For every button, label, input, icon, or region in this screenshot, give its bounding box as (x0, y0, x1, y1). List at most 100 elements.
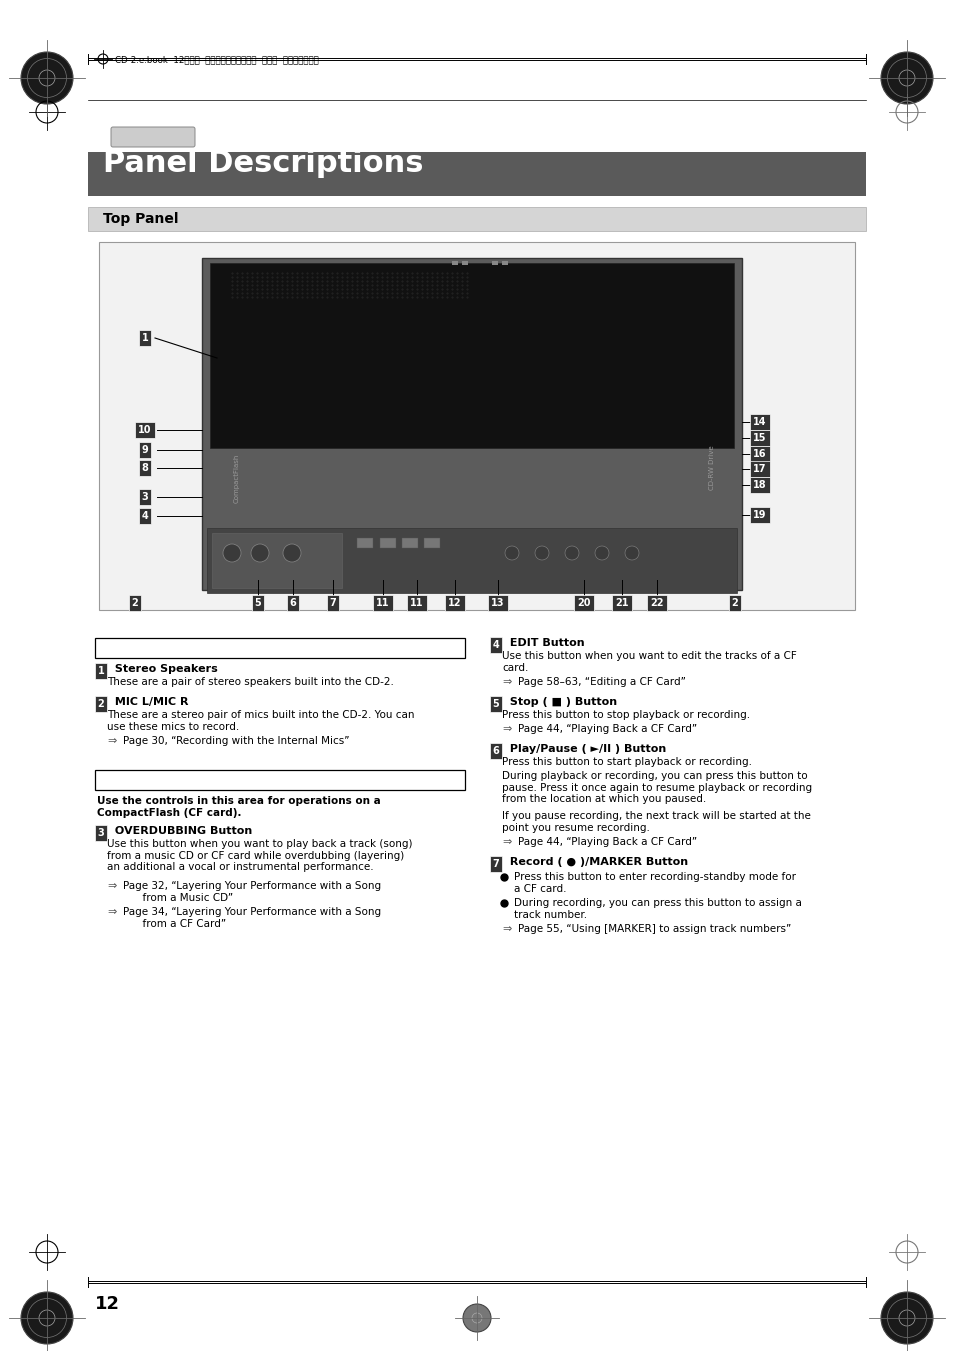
Text: Stop ( ■ ) Button: Stop ( ■ ) Button (505, 697, 617, 707)
Text: Press this button to start playback or recording.: Press this button to start playback or r… (501, 757, 751, 767)
Text: 9: 9 (141, 444, 149, 455)
Text: Page 44, “Playing Back a CF Card”: Page 44, “Playing Back a CF Card” (517, 724, 697, 734)
Text: Panel Descriptions: Panel Descriptions (103, 149, 423, 177)
Bar (88, 207, 865, 231)
Text: 10: 10 (138, 426, 152, 435)
Bar (210, 263, 733, 449)
Text: ⇒: ⇒ (501, 724, 511, 734)
Text: 13: 13 (491, 598, 504, 608)
Bar (88, 153, 865, 196)
Text: 14: 14 (753, 417, 766, 427)
Circle shape (223, 544, 241, 562)
Bar (452, 261, 457, 265)
Text: 2: 2 (97, 698, 104, 709)
FancyBboxPatch shape (111, 127, 194, 147)
Text: ⇒: ⇒ (501, 838, 511, 847)
Text: 5: 5 (254, 598, 261, 608)
Text: Stereo Speakers: Stereo Speakers (111, 663, 217, 674)
Bar (401, 538, 417, 549)
Text: 3: 3 (141, 492, 149, 503)
Circle shape (462, 1304, 491, 1332)
Text: 7: 7 (330, 598, 336, 608)
Text: CD-2: CD-2 (441, 413, 501, 434)
Text: These are a pair of stereo speakers built into the CD-2.: These are a pair of stereo speakers buil… (107, 677, 394, 688)
Bar (95, 638, 464, 658)
Text: Page 30, “Recording with the Internal Mics”: Page 30, “Recording with the Internal Mi… (123, 736, 349, 746)
Text: CD-2.e.book  12ページ  ２００５年２月２０日  日曜日  午後４時２８分: CD-2.e.book 12ページ ２００５年２月２０日 日曜日 午後４時２８分 (115, 55, 318, 63)
Bar (461, 261, 468, 265)
Text: CD-RW Drive: CD-RW Drive (708, 446, 714, 490)
Text: Introduction: Introduction (119, 132, 187, 143)
Text: MIC L/MIC R: MIC L/MIC R (111, 697, 189, 707)
Text: Top Panel: Top Panel (103, 212, 178, 226)
Text: 17: 17 (753, 463, 766, 474)
Circle shape (21, 1292, 73, 1344)
Text: 4: 4 (492, 640, 498, 650)
Bar (212, 534, 341, 588)
Bar (99, 242, 854, 611)
Text: 5: 5 (492, 698, 498, 709)
Text: OVERDUBBING Button: OVERDUBBING Button (111, 825, 252, 836)
Circle shape (504, 546, 518, 561)
Text: 11: 11 (375, 598, 390, 608)
Bar (95, 770, 464, 790)
Text: Press this button to stop playback or recording.: Press this button to stop playback or re… (501, 711, 749, 720)
Text: 15: 15 (753, 434, 766, 443)
Circle shape (251, 544, 269, 562)
Text: Page 58–63, “Editing a CF Card”: Page 58–63, “Editing a CF Card” (517, 677, 685, 688)
Circle shape (880, 1292, 932, 1344)
Text: 8: 8 (141, 463, 149, 473)
Text: 1: 1 (97, 666, 104, 676)
Text: 21: 21 (615, 598, 628, 608)
Text: Use this button when you want to edit the tracks of a CF
card.: Use this button when you want to edit th… (501, 651, 796, 673)
Text: 19: 19 (753, 509, 766, 520)
Text: 12: 12 (448, 598, 461, 608)
Text: If you pause recording, the next track will be started at the
point you resume r: If you pause recording, the next track w… (501, 811, 810, 832)
Text: These are a stereo pair of mics built into the CD-2. You can
use these mics to r: These are a stereo pair of mics built in… (107, 711, 414, 732)
Bar (379, 538, 395, 549)
Bar (356, 538, 373, 549)
Text: 22: 22 (650, 598, 663, 608)
Bar (202, 258, 741, 590)
Bar (492, 261, 497, 265)
Text: Page 44, “Playing Back a CF Card”: Page 44, “Playing Back a CF Card” (517, 838, 697, 847)
Text: Use this button when you want to play back a track (song)
from a music CD or CF : Use this button when you want to play ba… (107, 839, 412, 873)
Text: CF/CD RECORDER: CF/CD RECORDER (434, 436, 509, 446)
Text: 12: 12 (95, 1296, 120, 1313)
Text: 2: 2 (731, 598, 738, 608)
Text: ⇒: ⇒ (501, 924, 511, 934)
Text: Page 34, “Layering Your Performance with a Song
      from a CF Card”: Page 34, “Layering Your Performance with… (123, 907, 381, 928)
Text: 11: 11 (410, 598, 423, 608)
Text: Press this button to enter recording-standby mode for
a CF card.: Press this button to enter recording-sta… (514, 871, 795, 893)
Text: CompactFlash Operation Area: CompactFlash Operation Area (100, 780, 287, 789)
Circle shape (283, 544, 301, 562)
Text: 1: 1 (141, 332, 149, 343)
Circle shape (880, 51, 932, 104)
Bar (207, 528, 737, 593)
Bar (501, 261, 507, 265)
Circle shape (564, 546, 578, 561)
Circle shape (624, 546, 639, 561)
Text: Internal Speakers/Internal Mics: Internal Speakers/Internal Mics (100, 647, 295, 657)
Text: Use the controls in this area for operations on a
CompactFlash (CF card).: Use the controls in this area for operat… (97, 796, 380, 817)
Circle shape (595, 546, 608, 561)
Text: 7: 7 (492, 859, 498, 869)
Text: 4: 4 (141, 511, 149, 521)
Circle shape (21, 51, 73, 104)
Text: 16: 16 (753, 449, 766, 459)
Text: ⇒: ⇒ (107, 907, 116, 917)
Text: 20: 20 (577, 598, 590, 608)
Text: ⇒: ⇒ (107, 881, 116, 892)
Text: During recording, you can press this button to assign a
track number.: During recording, you can press this but… (514, 898, 801, 920)
Text: ⇒: ⇒ (107, 736, 116, 746)
Text: Record ( ● )/MARKER Button: Record ( ● )/MARKER Button (505, 857, 687, 867)
Text: 18: 18 (753, 480, 766, 490)
Text: CompactFlash: CompactFlash (233, 454, 240, 503)
Text: Page 32, “Layering Your Performance with a Song
      from a Music CD”: Page 32, “Layering Your Performance with… (123, 881, 381, 902)
Text: 6: 6 (492, 746, 498, 757)
Text: EDIT Button: EDIT Button (505, 638, 584, 648)
Bar (423, 538, 439, 549)
Text: During playback or recording, you can press this button to
pause. Press it once : During playback or recording, you can pr… (501, 771, 811, 804)
Text: ⇒: ⇒ (501, 677, 511, 688)
Circle shape (535, 546, 548, 561)
